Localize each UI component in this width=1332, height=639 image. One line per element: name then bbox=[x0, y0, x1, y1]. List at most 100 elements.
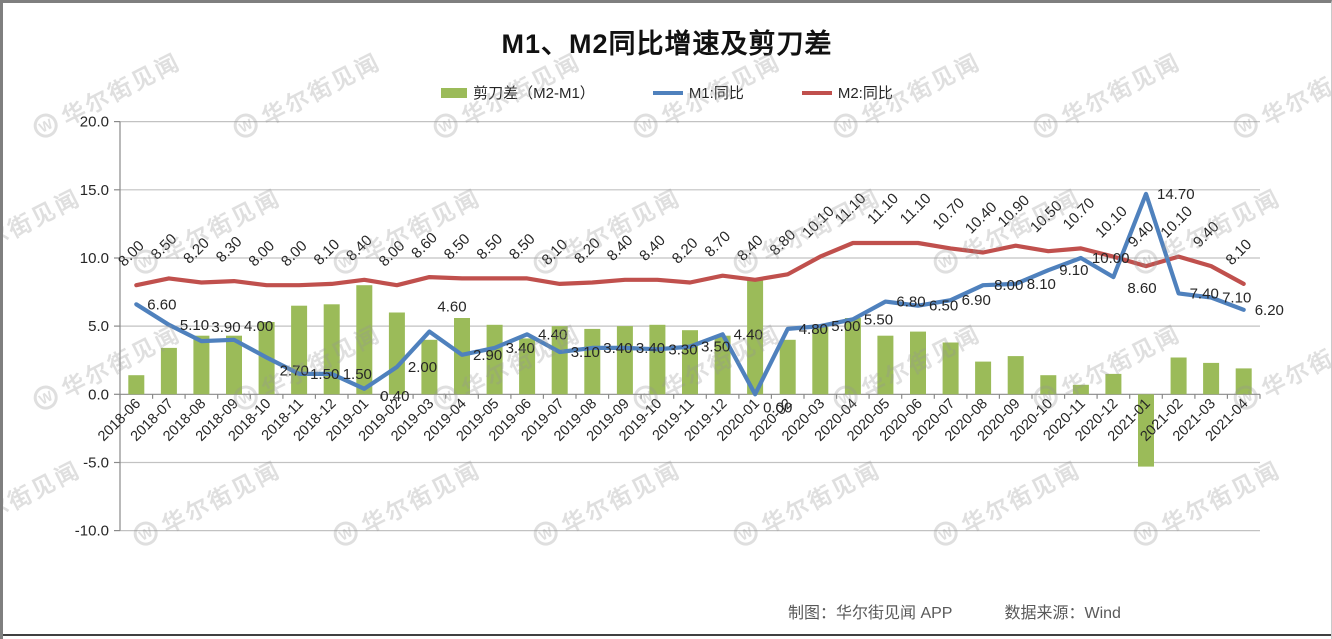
legend: 剪刀差（M2-M1） M1:同比 M2:同比 bbox=[3, 82, 1331, 103]
shear-gap-bar bbox=[942, 342, 959, 395]
m1-data-label: 7.10 bbox=[1222, 290, 1251, 307]
shear-gap-bar bbox=[1203, 362, 1220, 395]
shear-gap-bar bbox=[747, 279, 764, 395]
m1-data-label: 3.40 bbox=[506, 340, 535, 357]
shear-gap-bar bbox=[844, 318, 861, 395]
y-tick-label: 0.0 bbox=[88, 386, 109, 403]
shear-gap-bar bbox=[486, 324, 503, 395]
m2-data-label: 9.40 bbox=[1190, 218, 1223, 251]
m2-data-label: 10.70 bbox=[929, 195, 968, 234]
shear-gap-bar bbox=[1170, 357, 1187, 395]
legend-item-shear-gap: 剪刀差（M2-M1） bbox=[441, 82, 595, 103]
line-swatch-icon bbox=[801, 90, 832, 95]
m2-data-label: 8.80 bbox=[767, 226, 800, 259]
combo-chart: 20.015.010.05.00.0-5.0-10.02018-062018-0… bbox=[75, 114, 1284, 540]
shear-gap-bar bbox=[1138, 394, 1154, 467]
source-label: 数据来源：Wind bbox=[1004, 605, 1121, 622]
m1-data-label: 0.40 bbox=[380, 388, 409, 405]
m1-data-label: 4.40 bbox=[538, 326, 567, 343]
m1-data-label: 10.00 bbox=[1092, 250, 1130, 267]
m1-data-label: 8.60 bbox=[1127, 280, 1156, 297]
m1-data-label: 4.00 bbox=[244, 318, 273, 335]
shear-gap-bar bbox=[291, 305, 308, 395]
shear-gap-bar bbox=[649, 324, 666, 395]
m2-data-label: 8.40 bbox=[734, 232, 767, 265]
shear-gap-bar bbox=[1007, 356, 1024, 395]
m1-data-label: 8.00 bbox=[994, 277, 1023, 294]
m2-data-label: 8.00 bbox=[245, 237, 278, 270]
m1-data-label: 5.10 bbox=[180, 317, 209, 334]
legend-label-m1: M1:同比 bbox=[688, 85, 744, 102]
legend-item-m2: M2:同比 bbox=[801, 82, 893, 103]
m2-data-label: 10.70 bbox=[1060, 195, 1099, 234]
m1-data-label: 8.10 bbox=[1027, 276, 1056, 293]
shear-gap-bar bbox=[812, 324, 829, 395]
legend-label-shear-gap: 剪刀差（M2-M1） bbox=[473, 85, 595, 102]
shear-gap-bar bbox=[356, 285, 373, 395]
m2-data-label: 8.20 bbox=[571, 235, 604, 268]
shear-gap-bar bbox=[584, 328, 601, 395]
m2-line bbox=[134, 240, 1246, 288]
m1-data-label: 6.20 bbox=[1255, 302, 1284, 319]
m2-data-label: 8.30 bbox=[213, 233, 246, 266]
m1-data-label: 4.40 bbox=[734, 326, 763, 343]
shear-gap-bar bbox=[616, 326, 633, 395]
y-tick-label: 15.0 bbox=[80, 182, 109, 199]
m1-data-label: 4.60 bbox=[437, 299, 466, 316]
m2-data-label: 8.10 bbox=[1223, 236, 1256, 269]
m1-line bbox=[134, 191, 1246, 397]
shear-gap-bar bbox=[388, 312, 405, 395]
m1-data-label: 2.00 bbox=[408, 359, 437, 376]
m2-data-label: 10.50 bbox=[1027, 197, 1066, 236]
shear-gap-bar bbox=[877, 335, 894, 395]
credit-label: 制图：华尔街见闻 APP bbox=[788, 605, 953, 622]
m1-data-label: 7.40 bbox=[1190, 285, 1219, 302]
m1-data-label: 5.50 bbox=[864, 311, 893, 328]
m2-data-label: 8.20 bbox=[669, 235, 702, 268]
m2-data-label: 8.00 bbox=[376, 237, 409, 270]
y-tick-label: 20.0 bbox=[80, 114, 109, 131]
m2-data-label: 8.40 bbox=[343, 232, 376, 265]
m1-data-label: 3.40 bbox=[603, 340, 632, 357]
m2-data-label: 11.10 bbox=[832, 190, 870, 228]
m2-data-label: 10.10 bbox=[1157, 203, 1196, 242]
shear-gap-bar bbox=[779, 339, 796, 395]
shear-gap-bar bbox=[551, 326, 568, 395]
y-tick-label: -10.0 bbox=[75, 523, 109, 540]
m2-data-label: 11.10 bbox=[897, 190, 935, 228]
m1-data-label: 2.90 bbox=[473, 347, 502, 364]
shear-gap-bar bbox=[910, 331, 926, 395]
m2-data-label: 8.40 bbox=[636, 232, 669, 265]
y-tick-label: 10.0 bbox=[80, 250, 109, 267]
chart-title: M1、M2同比增速及剪刀差 bbox=[501, 29, 833, 59]
m2-data-label: 8.10 bbox=[311, 236, 344, 269]
m1-data-label: 1.50 bbox=[310, 366, 339, 383]
chart-footer: 制图：华尔街见闻 APP 数据来源：Wind bbox=[788, 599, 1121, 623]
m2-data-label: 8.10 bbox=[539, 236, 572, 269]
bottom-divider bbox=[3, 634, 1331, 636]
shear-gap-bar bbox=[682, 330, 698, 395]
m1-data-label: 3.40 bbox=[636, 340, 665, 357]
shear-gap-bar bbox=[1105, 373, 1122, 395]
shear-gap-bar bbox=[193, 335, 210, 395]
legend-label-m2: M2:同比 bbox=[837, 85, 893, 102]
shear-gap-bar bbox=[421, 339, 438, 395]
m2-data-label: 8.70 bbox=[701, 228, 734, 261]
m1-data-label: 1.50 bbox=[343, 366, 372, 383]
shear-gap-bar bbox=[519, 338, 536, 395]
line-swatch-icon bbox=[652, 90, 683, 95]
m2-data-label: 8.40 bbox=[604, 232, 637, 265]
m1-data-label: 3.30 bbox=[668, 341, 697, 358]
m1-data-label: 6.90 bbox=[962, 292, 991, 309]
m2-data-label: 9.40 bbox=[1125, 218, 1158, 251]
shear-gap-bar bbox=[1040, 375, 1057, 395]
m1-data-label: 14.70 bbox=[1157, 186, 1195, 203]
m1-data-label: 6.60 bbox=[147, 296, 176, 313]
m2-data-label: 8.60 bbox=[408, 229, 441, 262]
y-tick-label: 5.0 bbox=[88, 318, 109, 335]
m2-data-label: 11.10 bbox=[864, 190, 902, 228]
shear-gap-bar bbox=[975, 361, 992, 395]
shear-gap-bar bbox=[714, 335, 731, 395]
m1-data-label: 3.50 bbox=[701, 339, 730, 356]
